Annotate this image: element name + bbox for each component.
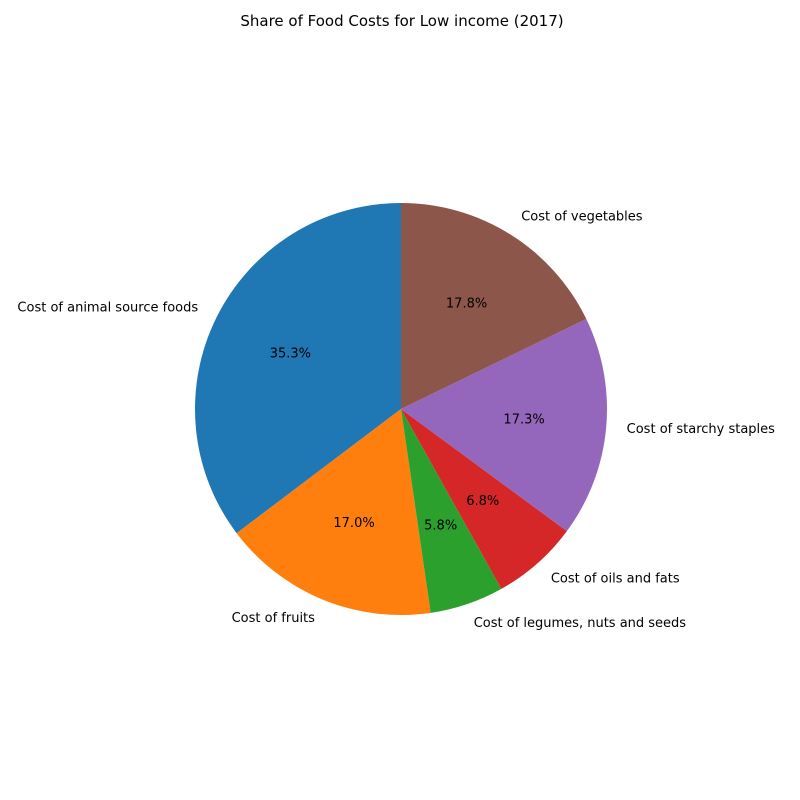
pie-slice-cost-of-oils-and-fats [401,409,567,589]
slice-label-cost-of-fruits: Cost of fruits [232,611,316,626]
slice-label-cost-of-legumes-nuts-and-seeds: Cost of legumes, nuts and seeds [474,616,687,631]
slice-label-cost-of-vegetables: Cost of vegetables [521,209,643,224]
slice-label-cost-of-animal-source-foods: Cost of animal source foods [17,301,198,316]
pie-slice-cost-of-vegetables [401,203,587,409]
pie-slice-cost-of-starchy-staples [401,318,607,532]
pie-slice-cost-of-fruits [236,409,431,615]
pct-label-cost-of-legumes-nuts-and-seeds: 5.8% [424,519,457,534]
pie-slices [195,203,607,615]
pie-slice-cost-of-legumes-nuts-and-seeds [401,409,502,613]
pct-label-cost-of-starchy-staples: 17.3% [503,413,544,428]
pie-labels: Cost of animal source foods 35.3% Cost of … [17,209,775,631]
pct-label-cost-of-fruits: 17.0% [333,516,374,531]
pct-label-cost-of-animal-source-foods: 35.3% [270,346,311,361]
slice-label-cost-of-starchy-staples: Cost of starchy staples [627,422,776,437]
pie-slice-cost-of-animal-source-foods [195,203,401,534]
chart-title: Share of Food Costs for Low income (2017… [240,12,563,30]
slice-label-cost-of-oils-and-fats: Cost of oils and fats [551,571,680,586]
pct-label-cost-of-oils-and-fats: 6.8% [466,494,499,509]
pct-label-cost-of-vegetables: 17.8% [446,297,487,312]
